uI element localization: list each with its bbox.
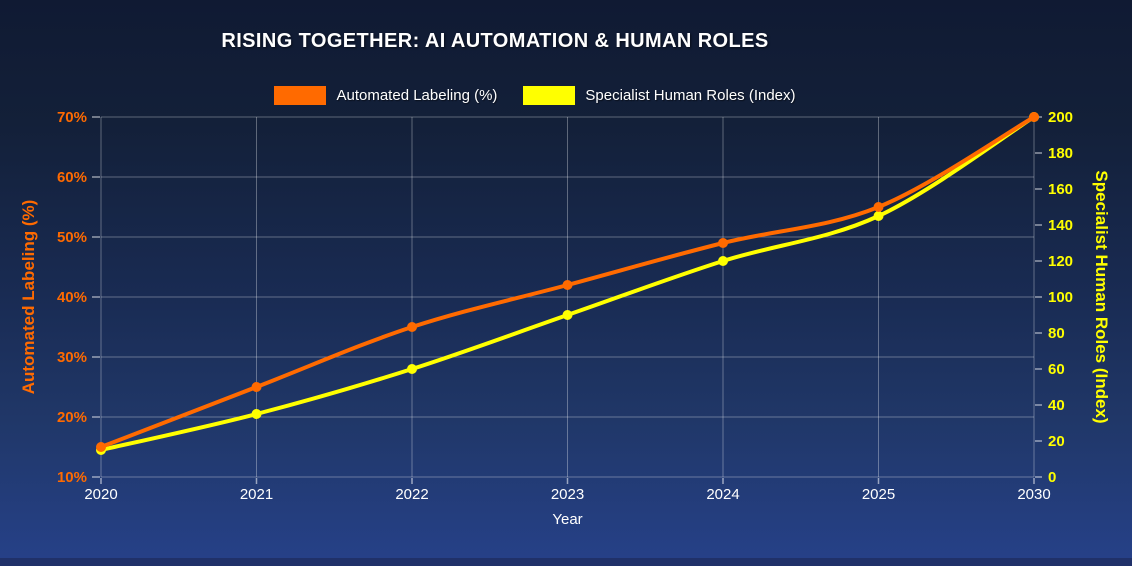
x-axis-title: Year <box>552 511 582 528</box>
axis-tick-label: 30% <box>57 349 87 366</box>
axis-tick-label: 80 <box>1048 325 1065 342</box>
data-point <box>718 238 728 248</box>
axis-tick-label: 50% <box>57 229 87 246</box>
data-point <box>873 211 884 221</box>
legend-label: Automated Labeling (%) <box>336 87 498 104</box>
axis-tick-label: 2024 <box>706 486 739 503</box>
axis-tick-label: 2021 <box>240 486 273 503</box>
axis-tick-label: 120 <box>1048 253 1073 270</box>
data-point <box>407 364 417 374</box>
series-left <box>96 112 1039 452</box>
legend-swatch <box>274 86 327 105</box>
axis-tick-label: 2023 <box>551 486 584 503</box>
chart-title: RISING TOGETHER: AI AUTOMATION & HUMAN R… <box>221 30 769 52</box>
axis-tick-label: 2030 <box>1017 486 1050 503</box>
axis-tick-label: 2020 <box>84 486 117 503</box>
axis-tick-label: 140 <box>1048 217 1073 234</box>
axis-tick-label: 180 <box>1048 145 1073 162</box>
data-point <box>251 409 262 419</box>
right-axis-title: Specialist Human Roles (Index) <box>1092 170 1111 423</box>
axis-tick-label: 20% <box>57 409 87 426</box>
axis-tick-label: 0 <box>1048 469 1056 486</box>
gridlines <box>100 116 1035 478</box>
left-axis-tick-labels: 10% 20% 30% 40% 50% 60% 70% <box>57 109 87 486</box>
legend-swatch <box>523 86 576 105</box>
tick-marks <box>92 116 1042 484</box>
data-point <box>407 322 417 332</box>
data-point <box>96 442 106 452</box>
legend-item-1: Automated Labeling (%) <box>274 86 497 105</box>
data-point <box>251 382 262 392</box>
legend-item-2: Specialist Human Roles (Index) <box>523 86 796 105</box>
axis-tick-label: 20 <box>1048 433 1065 450</box>
axis-tick-label: 40 <box>1048 397 1065 414</box>
bottom-border <box>0 558 1132 566</box>
legend: Automated Labeling (%) Specialist Human R… <box>0 86 1070 105</box>
data-point <box>873 202 884 212</box>
axis-tick-label: 200 <box>1048 109 1073 126</box>
axis-tick-label: 2022 <box>395 486 428 503</box>
data-point <box>1029 112 1039 122</box>
legend-label: Specialist Human Roles (Index) <box>585 87 796 104</box>
axis-tick-label: 160 <box>1048 181 1073 198</box>
axis-tick-label: 60% <box>57 169 87 186</box>
axis-tick-label: 40% <box>57 289 87 306</box>
axis-tick-label: 70% <box>57 109 87 126</box>
x-axis-tick-labels: 2020 2021 2022 2023 2024 2025 2030 Year <box>84 486 1050 528</box>
right-axis-tick-labels: 0 20 40 60 80 100 120 140 160 180 200 <box>1048 109 1073 486</box>
axis-tick-label: 100 <box>1048 289 1073 306</box>
left-axis-title: Automated Labeling (%) <box>19 200 38 395</box>
data-point <box>562 280 573 290</box>
axis-tick-label: 2025 <box>862 486 895 503</box>
data-point <box>562 310 573 320</box>
axis-tick-label: 60 <box>1048 361 1065 378</box>
axis-tick-label: 10% <box>57 469 87 486</box>
data-point <box>718 256 728 266</box>
